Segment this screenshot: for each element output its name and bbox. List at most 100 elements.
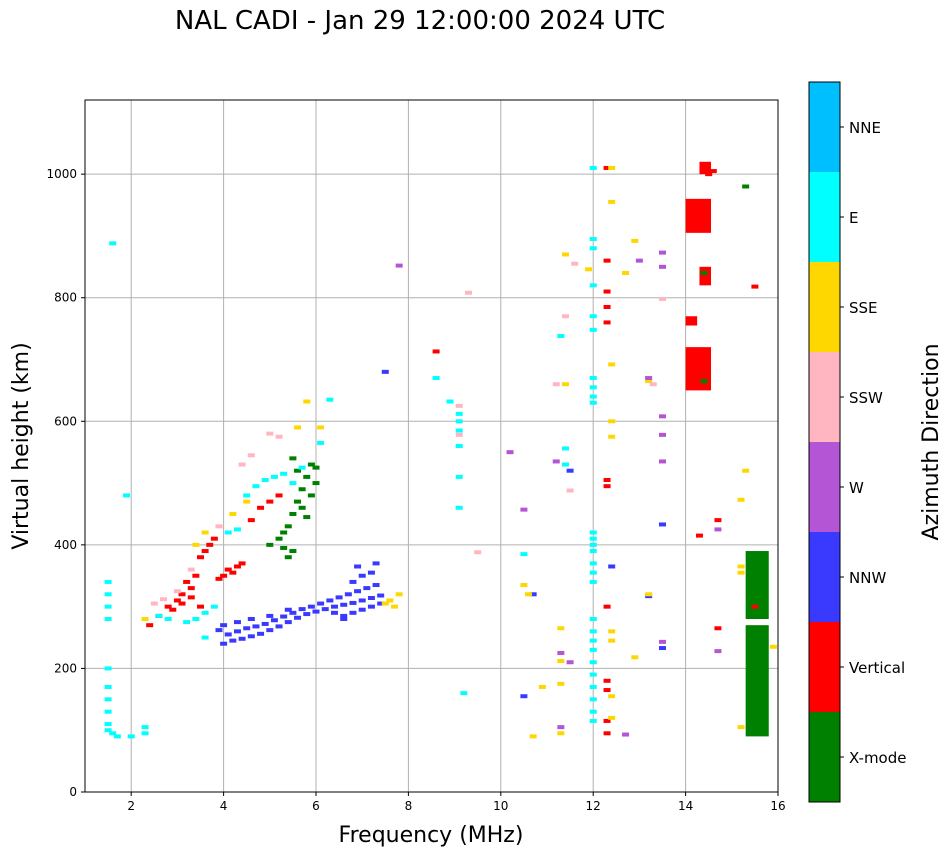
data-point-nnw <box>330 604 338 609</box>
data-point-vertical <box>257 505 265 510</box>
data-point-ssw <box>160 597 168 602</box>
data-point-nnw <box>284 607 292 612</box>
data-point-vertical <box>215 576 223 581</box>
colorbar-frame <box>808 81 841 803</box>
data-point-vertical <box>233 564 241 569</box>
data-point-sse <box>538 684 546 689</box>
data-point-sse <box>561 252 569 257</box>
x-tick-label: 4 <box>220 799 228 813</box>
data-point-e <box>252 484 260 489</box>
data-point-e <box>104 604 112 609</box>
data-point-vertical <box>709 169 717 174</box>
colorbar-tick-label: SSE <box>849 299 878 317</box>
data-point-w <box>659 432 666 437</box>
data-point-nnw <box>257 631 265 636</box>
data-point-nnw <box>367 595 375 600</box>
data-point-vertical <box>238 561 246 566</box>
data-point-e <box>557 334 565 339</box>
data-point-vertical <box>275 493 283 498</box>
data-point-e <box>224 530 232 535</box>
data-point-e <box>446 399 454 404</box>
data-point-x-mode <box>289 511 297 516</box>
data-point-ssw <box>566 488 574 493</box>
colorbar-segment <box>809 262 840 352</box>
data-point-nnw <box>340 602 348 607</box>
data-point-e <box>589 400 597 405</box>
data-point-e <box>589 638 597 643</box>
data-point-sse <box>608 715 616 720</box>
data-point-e <box>183 620 191 625</box>
data-point-nnw <box>367 570 375 575</box>
data-point-nnw <box>266 628 274 633</box>
data-block-vertical <box>685 316 698 326</box>
data-point-vertical <box>603 718 611 723</box>
data-point-nnw <box>229 638 237 643</box>
data-point-nnw <box>252 624 260 629</box>
data-point-nnw <box>233 620 241 625</box>
data-point-e <box>561 462 569 467</box>
data-point-ssw <box>455 432 463 437</box>
data-point-vertical <box>603 484 611 489</box>
data-point-vertical <box>192 573 200 578</box>
data-point-sse <box>386 598 394 603</box>
data-point-nnw <box>358 598 366 603</box>
data-point-nnw <box>233 629 241 634</box>
data-point-nnw <box>266 613 274 618</box>
data-point-sse <box>529 734 537 739</box>
data-point-e <box>298 465 306 470</box>
data-point-vertical <box>178 592 186 597</box>
x-tick-label: 10 <box>493 799 508 813</box>
data-point-e <box>455 474 463 479</box>
data-point-e <box>109 241 117 246</box>
data-point-e <box>233 527 241 532</box>
data-point-ssw <box>455 403 463 408</box>
data-point-w <box>557 650 565 655</box>
data-point-vertical <box>173 598 181 603</box>
data-point-nnw <box>294 615 302 620</box>
data-point-vertical <box>432 349 440 354</box>
data-point-ssw <box>247 453 255 458</box>
data-point-vertical <box>206 542 214 547</box>
data-point-e <box>104 722 112 727</box>
data-point-ssw <box>238 462 246 467</box>
data-point-e <box>589 385 597 390</box>
data-point-nnw <box>330 610 338 615</box>
data-point-e <box>192 617 200 621</box>
data-point-nnw <box>303 612 311 617</box>
data-point-vertical <box>714 626 722 631</box>
data-point-e <box>589 530 597 535</box>
data-point-sse <box>608 362 616 367</box>
data-point-nnw <box>367 604 375 609</box>
data-point-sse <box>608 199 616 204</box>
data-point-x-mode <box>289 456 297 461</box>
data-point-w <box>659 414 666 419</box>
data-point-e <box>141 725 149 730</box>
data-point-e <box>104 592 112 597</box>
data-point-vertical <box>603 320 611 325</box>
data-point-e <box>270 474 278 479</box>
data-point-nnw <box>298 607 306 612</box>
data-point-sse <box>622 271 630 275</box>
data-point-w <box>395 263 403 268</box>
data-point-nnw <box>284 620 292 625</box>
data-point-e <box>589 561 597 566</box>
data-point-e <box>589 536 597 541</box>
data-block-x-mode <box>745 551 769 619</box>
data-point-e <box>589 570 597 575</box>
data-point-e <box>589 579 597 584</box>
colorbar-label: Azimuth Direction <box>919 343 944 540</box>
colorbar: X-mode Vertical NNW W SSW SSE E NNE <box>808 81 906 803</box>
data-point-sse <box>557 626 565 631</box>
data-point-vertical <box>247 518 255 523</box>
colorbar-tick-label: X-mode <box>849 749 906 767</box>
x-axis-label: Frequency (MHz) <box>339 823 524 848</box>
data-point-sse <box>520 583 528 588</box>
data-point-e <box>520 552 528 557</box>
data-point-w <box>659 639 666 644</box>
data-point-e <box>104 666 112 671</box>
data-point-w <box>566 660 574 665</box>
data-point-nnw <box>289 610 297 615</box>
data-point-vertical <box>603 731 611 736</box>
data-point-e <box>104 684 112 689</box>
